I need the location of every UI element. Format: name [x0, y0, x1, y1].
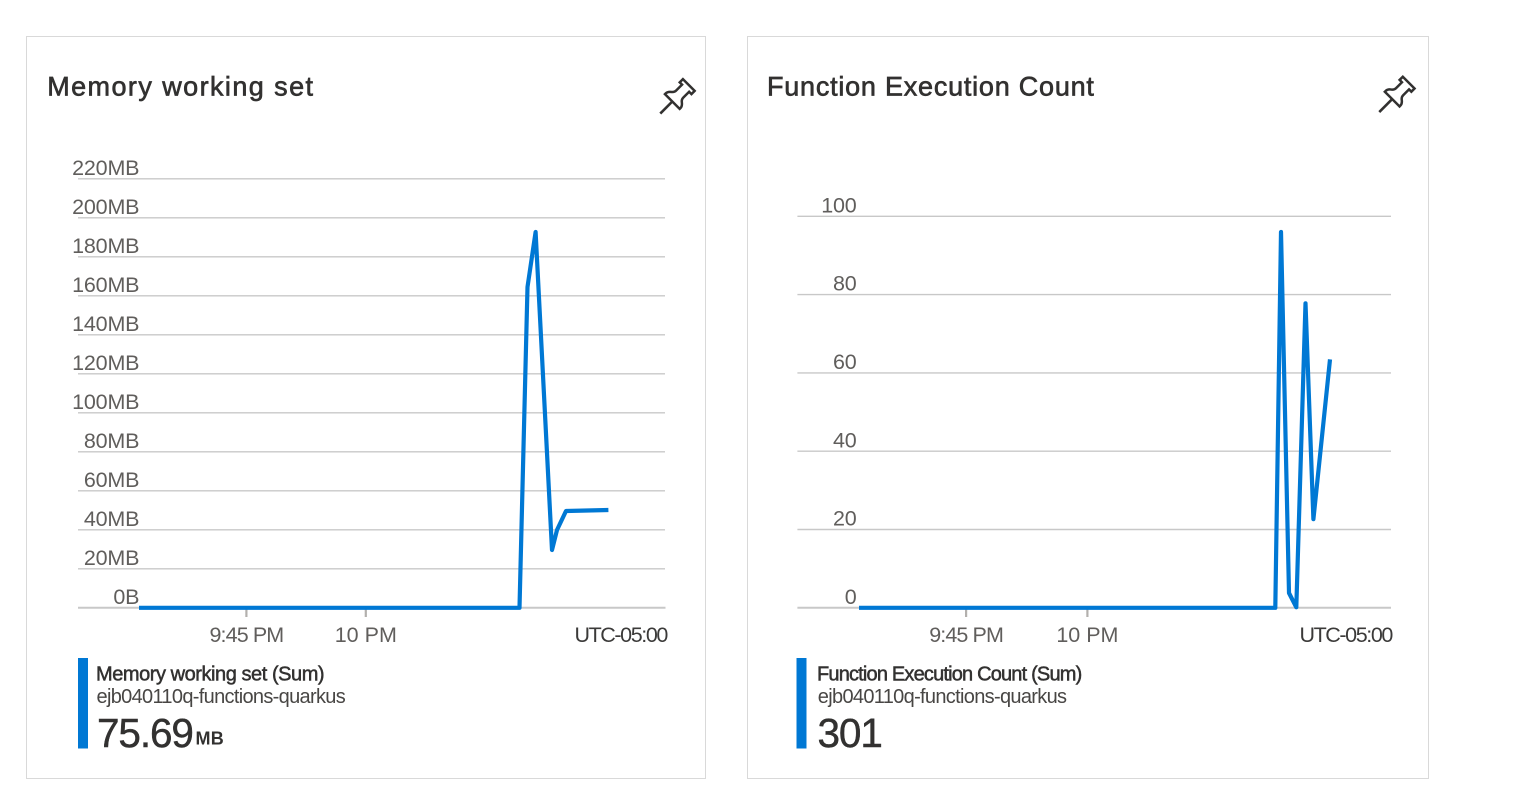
svg-text:40: 40 — [833, 428, 857, 452]
svg-text:160MB: 160MB — [72, 273, 139, 297]
svg-text:20MB: 20MB — [84, 546, 139, 570]
svg-text:220MB: 220MB — [72, 156, 139, 180]
svg-text:100: 100 — [821, 193, 857, 217]
svg-text:180MB: 180MB — [72, 234, 139, 258]
svg-text:60MB: 60MB — [84, 468, 139, 492]
svg-text:200MB: 200MB — [72, 195, 139, 219]
svg-text:140MB: 140MB — [72, 312, 139, 336]
svg-text:Memory working set: Memory working set — [47, 72, 314, 102]
svg-text:Memory working set (Sum): Memory working set (Sum) — [96, 663, 324, 685]
svg-text:ejb040110q-functions-quarkus: ejb040110q-functions-quarkus — [818, 686, 1067, 708]
svg-text:UTC-05:00: UTC-05:00 — [1299, 623, 1393, 647]
svg-text:301: 301 — [818, 710, 882, 756]
svg-text:0: 0 — [845, 585, 857, 609]
svg-text:0B: 0B — [113, 585, 139, 609]
svg-text:Function Execution Count: Function Execution Count — [767, 72, 1095, 102]
svg-text:9:45 PM: 9:45 PM — [929, 623, 1003, 647]
svg-text:MB: MB — [196, 729, 225, 749]
svg-text:80MB: 80MB — [84, 429, 139, 453]
svg-text:10 PM: 10 PM — [1056, 623, 1118, 647]
svg-text:9:45 PM: 9:45 PM — [210, 623, 284, 647]
svg-text:20: 20 — [833, 507, 857, 531]
svg-text:120MB: 120MB — [72, 351, 139, 375]
svg-text:ejb040110q-functions-quarkus: ejb040110q-functions-quarkus — [97, 686, 346, 708]
svg-text:40MB: 40MB — [84, 507, 139, 531]
svg-text:75.69: 75.69 — [97, 710, 193, 756]
svg-text:100MB: 100MB — [72, 390, 139, 414]
svg-text:80: 80 — [833, 272, 857, 296]
svg-text:10 PM: 10 PM — [335, 623, 397, 647]
svg-text:UTC-05:00: UTC-05:00 — [574, 623, 668, 647]
svg-text:60: 60 — [833, 350, 857, 374]
svg-text:Function Execution Count (Sum): Function Execution Count (Sum) — [817, 663, 1082, 685]
